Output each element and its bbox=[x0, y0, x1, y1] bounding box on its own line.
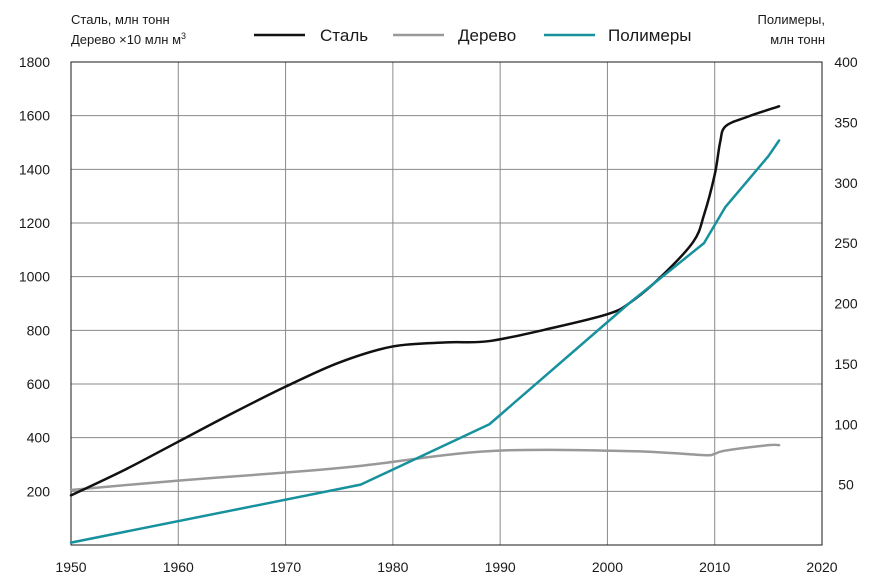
y-left-tick-label: 200 bbox=[27, 483, 51, 499]
x-tick-label: 1990 bbox=[485, 559, 516, 575]
x-tick-label: 2000 bbox=[592, 559, 623, 575]
x-tick-label: 1980 bbox=[377, 559, 408, 575]
y-left-tick-label: 1600 bbox=[19, 108, 50, 124]
x-tick-label: 1950 bbox=[55, 559, 86, 575]
y-right-tick-label: 350 bbox=[834, 114, 858, 130]
tick-labels: 1950 1960 1970 1980 1990 2000 2010 2020 200 400 60… bbox=[19, 54, 858, 575]
legend: Сталь Дерево Полимеры bbox=[254, 26, 692, 45]
series-line-steel bbox=[69, 105, 781, 497]
y-left-tick-label: 1000 bbox=[19, 269, 50, 285]
y-right-tick-label: 400 bbox=[834, 54, 858, 70]
x-tick-label: 2010 bbox=[699, 559, 730, 575]
y-right-tick-label: 300 bbox=[834, 175, 858, 191]
right-axis-title-line1: Полимеры, bbox=[758, 12, 826, 27]
y-left-tick-label: 1200 bbox=[19, 215, 50, 231]
plot-frame bbox=[70, 61, 823, 546]
left-axis-title-superscript: 3 bbox=[181, 31, 186, 41]
left-axis-title-line1: Сталь, млн тонн bbox=[71, 12, 170, 27]
y-left-tick-label: 400 bbox=[27, 430, 51, 446]
left-axis-title-main: Дерево ×10 млн м bbox=[71, 32, 181, 47]
right-axis-title-line2: млн тонн bbox=[770, 32, 825, 47]
y-left-tick-label: 1400 bbox=[19, 161, 50, 177]
series-line-wood bbox=[69, 443, 781, 492]
series-layer bbox=[69, 105, 781, 544]
y-right-tick-label: 50 bbox=[838, 477, 854, 493]
x-tick-label: 2020 bbox=[806, 559, 837, 575]
y-left-tick-label: 600 bbox=[27, 376, 51, 392]
y-left-tick-label: 1800 bbox=[19, 54, 50, 70]
grid bbox=[71, 62, 822, 545]
legend-label-wood: Дерево bbox=[458, 26, 516, 45]
left-axis-title-line2: Дерево ×10 млн м3 bbox=[71, 31, 186, 47]
y-left-tick-label: 800 bbox=[27, 322, 51, 338]
y-right-tick-label: 100 bbox=[834, 416, 858, 432]
y-right-tick-label: 250 bbox=[834, 235, 858, 251]
legend-label-polymers: Полимеры bbox=[608, 26, 692, 45]
y-right-tick-label: 150 bbox=[834, 356, 858, 372]
series-line-polymers bbox=[69, 139, 781, 544]
x-tick-label: 1970 bbox=[270, 559, 301, 575]
y-right-tick-label: 200 bbox=[834, 296, 858, 312]
legend-label-steel: Сталь bbox=[320, 26, 368, 45]
x-tick-label: 1960 bbox=[163, 559, 194, 575]
